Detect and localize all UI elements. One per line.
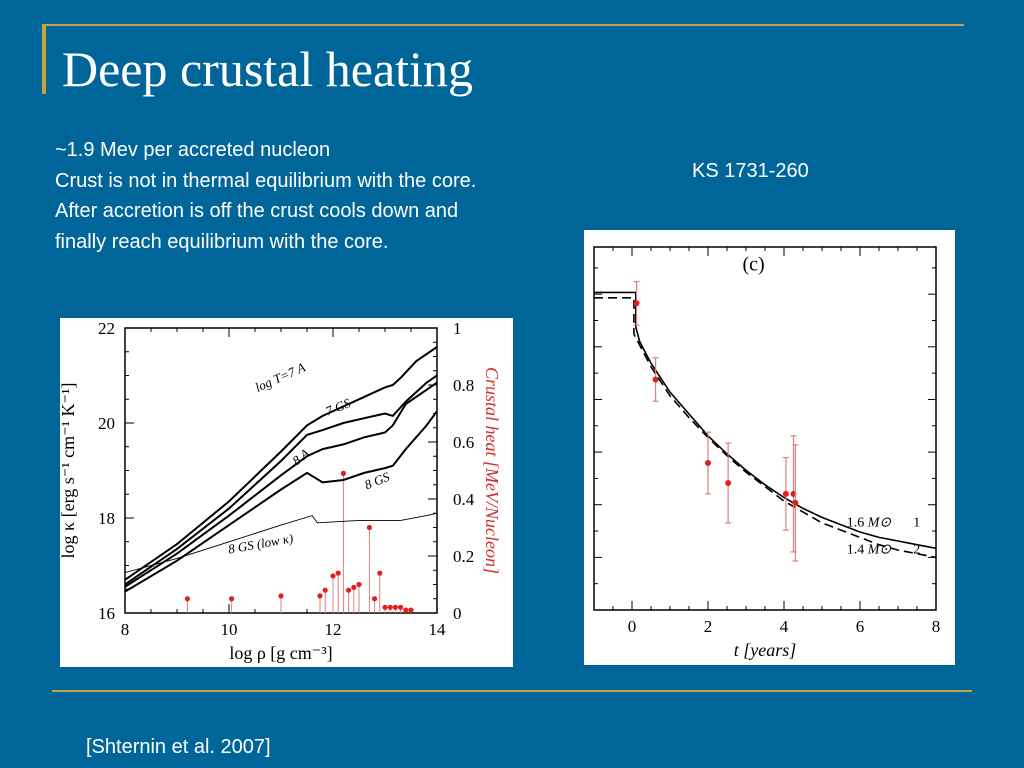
y2-tick-label: 0.8: [453, 376, 474, 395]
model-index-label: 2: [913, 543, 920, 558]
x-tick-label: 10: [221, 620, 238, 639]
heat-source-point: [229, 596, 235, 602]
bullet-text: ~1.9 Mev per accreted nucleon Crust is n…: [55, 135, 476, 257]
y2-tick-label: 0: [453, 604, 462, 623]
mass-unit: M⊙: [867, 543, 892, 558]
title-rule-vertical: [42, 26, 46, 94]
heat-source-point: [346, 587, 352, 593]
curve-label: 7 GS: [323, 395, 353, 419]
model-mass-label: 1.6 M⊙: [847, 516, 892, 531]
data-point: [652, 376, 659, 383]
bullet-line-1: ~1.9 Mev per accreted nucleon: [55, 139, 331, 161]
x-tick-label: 2: [704, 617, 713, 636]
heat-source-point: [335, 570, 341, 576]
heat-source-point: [278, 593, 284, 599]
x-tick-label: 4: [780, 617, 789, 636]
x-tick-label: 0: [628, 617, 637, 636]
citation: [Shternin et al. 2007]: [86, 736, 271, 758]
bullet-line-2: Crust is not in thermal equilibrium with…: [55, 169, 477, 192]
heat-source-point: [398, 604, 404, 610]
heat-source-point: [184, 596, 190, 602]
bullet-line-3: After accretion is off the crust cools d…: [55, 200, 459, 222]
mass-unit: M⊙: [867, 516, 892, 531]
data-point: [633, 300, 640, 307]
panel-label: (c): [742, 254, 764, 276]
y-tick-label: 18: [98, 509, 115, 528]
heat-source-point: [377, 570, 383, 576]
heat-source-point: [392, 604, 398, 610]
x-tick-label: 8: [121, 620, 130, 639]
conductivity-curve-1: [124, 346, 438, 581]
conductivity-curve-2: [124, 374, 438, 586]
heat-source-point: [408, 607, 414, 613]
model-curve-2: [594, 297, 937, 559]
conductivity-curve-4: [124, 410, 438, 593]
x-tick-label: 14: [429, 620, 447, 639]
cooling-chart: 0 2 4 6 8 t [years] (c) 1.6 M⊙ 1 1.4 M⊙ 2: [593, 246, 941, 660]
x-tick-label: 12: [325, 620, 342, 639]
cooling-chart-panel: 0 2 4 6 8 t [years] (c) 1.6 M⊙ 1 1.4 M⊙ 2: [584, 230, 955, 665]
model-mass-label: 1.4 M⊙: [847, 543, 892, 558]
heat-source-point: [372, 596, 378, 602]
y2-tick-label: 1: [453, 319, 462, 338]
footer-rule: [52, 690, 972, 692]
conductivity-curve-5: [124, 512, 438, 574]
heat-source-point: [351, 584, 357, 590]
y2-axis-label: Crustal heat [MeV/Nucleon]: [482, 367, 502, 574]
heat-source-point: [403, 607, 409, 613]
x-tick-label: 8: [932, 617, 941, 636]
heat-source-point: [330, 573, 336, 579]
data-point: [792, 499, 799, 506]
y-tick-label: 16: [98, 604, 115, 623]
model-curve-1: [594, 291, 937, 550]
y-tick-label: 20: [98, 414, 115, 433]
heat-source-point: [317, 593, 323, 599]
heat-source-point: [322, 587, 328, 593]
bullet-line-4: finally reach equilibrium with the core.: [55, 230, 389, 253]
x-axis-label: t [years]: [734, 640, 797, 660]
conductivity-chart-panel: 8 10 12 14 16 18 20 22 0 0.2 0.4 0.6 0.8 1 log ρ [g cm…: [60, 318, 513, 667]
heat-source-point: [382, 604, 388, 610]
heat-source-point: [356, 581, 362, 588]
curve-label: log T=7 A: [253, 359, 308, 394]
source-label: KS 1731-260: [692, 160, 809, 182]
x-tick-label: 6: [856, 617, 865, 636]
heat-source-point: [366, 524, 372, 531]
title-rule-horizontal: [42, 24, 964, 26]
y2-tick-label: 0.2: [453, 547, 474, 566]
y-tick-label: 22: [98, 319, 115, 338]
data-point: [782, 490, 789, 497]
heat-source-point: [340, 470, 346, 476]
y2-tick-label: 0.4: [453, 490, 475, 509]
conductivity-curve-3: [124, 381, 438, 588]
data-point: [705, 459, 711, 466]
conductivity-chart: 8 10 12 14 16 18 20 22 0 0.2 0.4 0.6 0.8 1 log ρ [g cm…: [60, 319, 502, 663]
data-point: [725, 479, 732, 486]
x-axis-label: log ρ [g cm⁻³]: [229, 643, 332, 663]
y-axis-label: log κ [erg s⁻¹ cm⁻¹ K⁻¹]: [60, 383, 78, 559]
heat-source-point: [387, 604, 393, 610]
y2-tick-label: 0.6: [453, 433, 474, 452]
slide-title: Deep crustal heating: [62, 41, 473, 97]
curve-label: 8 GS (low κ): [227, 530, 294, 556]
model-index-label: 1: [913, 516, 920, 531]
